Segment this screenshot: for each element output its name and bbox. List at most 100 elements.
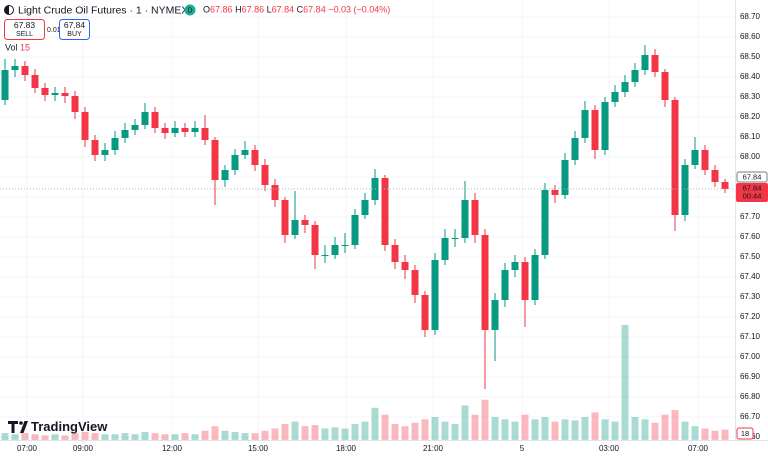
volume-bar xyxy=(561,419,569,440)
volume-value: 15 xyxy=(20,43,30,53)
volume-bar xyxy=(191,434,199,440)
candle-body xyxy=(51,93,59,95)
candle-body xyxy=(201,128,209,140)
watermark-logo-dot xyxy=(19,421,23,425)
candle-body xyxy=(631,70,639,82)
y-tick-label: 67.10 xyxy=(740,332,761,341)
volume-bar xyxy=(311,425,319,440)
y-tick-label: 67.00 xyxy=(740,352,761,361)
sell-button[interactable]: 67.83 SELL xyxy=(4,19,45,40)
buy-label[interactable]: BUY xyxy=(67,31,82,38)
sell-box[interactable] xyxy=(4,19,45,40)
y-tick-label: 67.40 xyxy=(740,272,761,281)
candle-body xyxy=(691,150,699,165)
ohlc-value: 67.86 xyxy=(210,5,233,15)
volume-bar xyxy=(531,419,539,440)
candle-body xyxy=(401,262,409,270)
badge-text: D xyxy=(187,7,192,14)
candle-body xyxy=(511,262,519,270)
candle-body xyxy=(101,150,109,155)
volume-bar xyxy=(631,417,639,440)
ohlc-key: O xyxy=(203,5,210,15)
volume-bar xyxy=(1,433,9,440)
volume-bar xyxy=(381,414,389,440)
y-tick-label: 68.00 xyxy=(740,152,761,161)
x-tick-label: 12:00 xyxy=(162,444,183,453)
volume-bar xyxy=(471,414,479,440)
y-tick-label: 67.50 xyxy=(740,252,761,261)
candle-body xyxy=(21,66,29,75)
candle-body xyxy=(471,200,479,235)
sell-price[interactable]: 67.83 xyxy=(14,20,36,30)
volume-bar xyxy=(291,421,299,440)
volume-bar xyxy=(271,428,279,440)
candle-body xyxy=(441,238,449,260)
volume-legend: Vol 15 xyxy=(5,43,30,53)
candle-body xyxy=(291,220,299,235)
candle-body xyxy=(121,130,129,138)
volume-bar xyxy=(131,434,139,440)
candle-body xyxy=(491,300,499,330)
volume-bar xyxy=(501,419,509,440)
volume-price-label: 18 xyxy=(741,429,749,438)
x-tick-label: 07:00 xyxy=(688,444,709,453)
volume-bar xyxy=(351,423,359,440)
volume-bar xyxy=(161,434,169,440)
candle-layer xyxy=(1,45,729,389)
volume-bar xyxy=(21,433,29,440)
candle-body xyxy=(131,125,139,130)
current-price-box xyxy=(736,183,768,202)
candle-body xyxy=(251,150,259,165)
candle-body xyxy=(311,225,319,255)
candle-body xyxy=(341,245,349,246)
volume-bar xyxy=(481,399,489,440)
ohlc-value: 67.84 xyxy=(303,5,326,15)
y-tick-label: 68.20 xyxy=(740,112,761,121)
candle-body xyxy=(481,235,489,330)
volume-bar xyxy=(81,431,89,440)
volume-bar xyxy=(241,433,249,440)
ohlc-legend: O67.86 H67.86 L67.84 C67.84 −0.03 (−0.04… xyxy=(203,5,390,15)
candle-body xyxy=(211,140,219,180)
current-price-label: 67.84 xyxy=(743,183,762,192)
ohlc-key: H xyxy=(235,5,242,15)
candle-body xyxy=(451,238,459,239)
volume-bar xyxy=(671,410,679,440)
volume-bar xyxy=(281,423,289,440)
candle-body xyxy=(181,128,189,132)
y-tick-label: 68.10 xyxy=(740,132,761,141)
candle-body xyxy=(581,110,589,138)
volume-bar xyxy=(681,421,689,440)
candle-body xyxy=(711,170,719,182)
x-tick-label: 18:00 xyxy=(336,444,357,453)
volume-bar xyxy=(361,421,369,440)
change: −0.03 (−0.04%) xyxy=(328,5,390,15)
x-tick-label: 15:00 xyxy=(248,444,269,453)
candle-body xyxy=(61,93,69,96)
volume-bar xyxy=(231,431,239,440)
candle-body xyxy=(31,75,39,88)
candle-body xyxy=(721,182,729,189)
volume-bar xyxy=(141,431,149,440)
volume-bar xyxy=(551,421,559,440)
buy-box[interactable] xyxy=(59,19,90,40)
buy-price[interactable]: 67.84 xyxy=(64,20,86,30)
candle-body xyxy=(641,55,649,70)
x-tick-label: 21:00 xyxy=(423,444,444,453)
buy-button[interactable]: 67.84 BUY xyxy=(59,19,90,40)
candle-body xyxy=(421,295,429,330)
volume-bar xyxy=(691,426,699,440)
volume-bar xyxy=(571,420,579,440)
volume-layer xyxy=(1,325,729,440)
candle-body xyxy=(541,190,549,255)
candle-body xyxy=(171,128,179,133)
candle-body xyxy=(591,110,599,150)
symbol-title: Light Crude Oil Futures · 1 · NYMEX xyxy=(18,4,188,16)
volume-bar xyxy=(321,428,329,440)
volume-bar xyxy=(491,417,499,440)
sell-label[interactable]: SELL xyxy=(16,31,33,38)
volume-bar xyxy=(431,417,439,440)
candle-body xyxy=(571,138,579,160)
candle-body xyxy=(521,262,529,300)
last-price-box xyxy=(736,171,768,183)
